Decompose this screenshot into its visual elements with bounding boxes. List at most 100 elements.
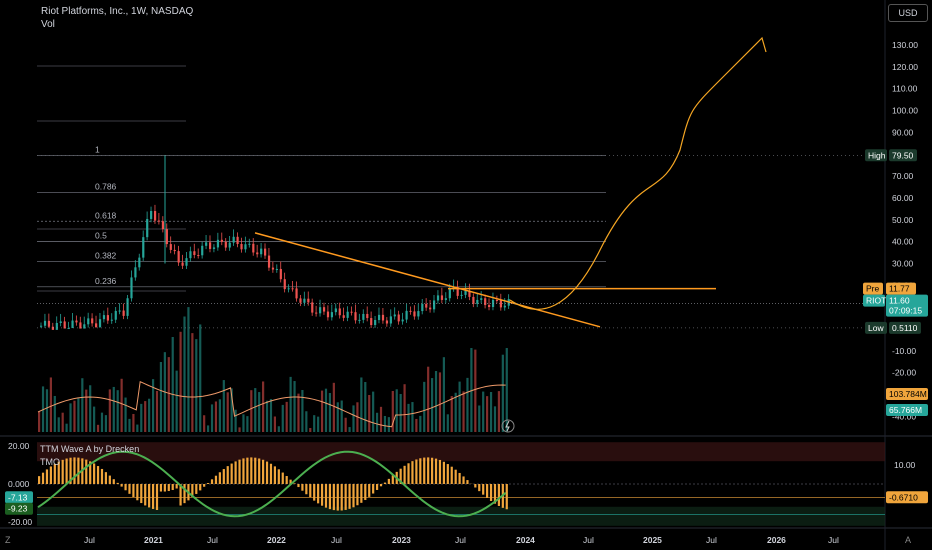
price-tick-label: 40.00 — [892, 237, 914, 247]
osc-bar — [230, 463, 233, 484]
volume-ma-line — [37, 380, 506, 428]
osc-bar — [364, 484, 367, 501]
candle-body — [240, 244, 243, 250]
osc-bar — [450, 466, 453, 484]
volume-bar — [332, 382, 335, 432]
volume-bar — [108, 389, 111, 432]
high-tag-label-bg — [865, 149, 887, 162]
volume-bar — [328, 393, 332, 432]
candle-body — [208, 242, 212, 249]
fib-label: 0.618 — [95, 210, 117, 220]
candle-body — [319, 307, 322, 314]
volume-bar — [254, 388, 257, 432]
osc-bar — [273, 466, 276, 484]
volume-bar — [391, 390, 394, 432]
osc-bar — [474, 484, 477, 488]
candle-body — [67, 328, 70, 330]
osc-right-tick: 10.00 — [894, 460, 916, 470]
price-tick-label: 50.00 — [892, 215, 914, 225]
candle-body — [499, 300, 503, 308]
candle-body — [83, 324, 86, 329]
osc-bar — [320, 484, 324, 506]
price-tick-label: 110.00 — [892, 84, 918, 94]
candle-body — [248, 243, 251, 245]
candle-body — [118, 310, 121, 312]
volume-bar — [238, 427, 241, 432]
osc-bar — [65, 458, 68, 484]
fib-label: 0.786 — [95, 181, 117, 191]
osc-bar — [242, 458, 245, 484]
price-tick-label: 30.00 — [892, 258, 914, 268]
volume-bar — [434, 371, 438, 432]
pre-tag-label: Pre — [866, 284, 880, 294]
zoom-corner-left[interactable]: Z — [5, 535, 11, 545]
volume-bar — [104, 415, 108, 432]
volume-bar — [293, 381, 296, 432]
candle-body — [275, 268, 278, 270]
volume-bar — [348, 427, 351, 432]
osc-bar — [493, 484, 497, 504]
fib-label: 0.236 — [95, 276, 117, 286]
volume-bar — [136, 424, 139, 432]
lightning-icon-glyph — [505, 420, 510, 432]
candle-body — [79, 322, 82, 329]
osc-bar — [69, 457, 72, 484]
time-axis-label: 2022 — [267, 535, 286, 545]
volume-bar — [407, 403, 410, 432]
auto-scale-button[interactable]: A — [905, 535, 912, 545]
volume-bar — [415, 418, 418, 432]
volume-bar — [285, 401, 288, 432]
osc-bar — [195, 484, 198, 494]
osc-bar — [144, 484, 147, 506]
time-axis-label: Jul — [455, 535, 466, 545]
candle-body — [436, 295, 440, 301]
currency-button[interactable]: USD — [888, 4, 928, 22]
osc-bar — [175, 484, 178, 489]
osc-bar — [140, 484, 143, 504]
time-axis-label: 2021 — [144, 535, 163, 545]
osc-bar — [336, 484, 339, 511]
osc-bar — [411, 461, 414, 484]
candle-body — [130, 277, 133, 299]
volume-bar — [183, 316, 186, 432]
time-axis-label: Jul — [331, 535, 342, 545]
volume-bar — [399, 394, 402, 432]
volume-bar — [179, 331, 182, 432]
osc-bar — [218, 472, 221, 484]
volume-bar — [372, 391, 375, 432]
volume-bar — [81, 378, 84, 432]
volume-bar — [470, 348, 473, 432]
osc-bar — [41, 472, 45, 484]
price-tick-label: -20.00 — [892, 368, 916, 378]
candle-body — [106, 315, 110, 321]
volume-bar — [423, 381, 426, 432]
candle-body — [495, 299, 499, 301]
pre-tag-label-bg — [863, 282, 883, 295]
volume-bar — [281, 404, 284, 432]
volume-bar — [364, 382, 367, 432]
candle-body — [425, 303, 428, 308]
candle-body — [40, 325, 43, 327]
volume-bar — [493, 406, 497, 432]
volume-bar — [167, 357, 170, 432]
volume-bar — [505, 348, 508, 432]
price-tick-label: 130.00 — [892, 40, 918, 50]
volume-bar — [427, 366, 430, 432]
osc-bar — [254, 457, 257, 484]
osc-bar — [313, 484, 316, 501]
time-axis-label: 2024 — [516, 535, 535, 545]
volume-bar — [482, 391, 485, 432]
osc-bar — [301, 484, 304, 491]
fib-label: 0.382 — [95, 251, 117, 261]
osc-bar — [415, 459, 418, 484]
candle-body — [413, 311, 416, 317]
candle-body — [330, 312, 334, 318]
candle-body — [138, 257, 141, 268]
time-axis-label: Jul — [583, 535, 594, 545]
candle-body — [358, 319, 361, 321]
osc-bar — [155, 484, 159, 511]
osc-bar — [100, 468, 104, 484]
candle-body — [55, 322, 58, 330]
